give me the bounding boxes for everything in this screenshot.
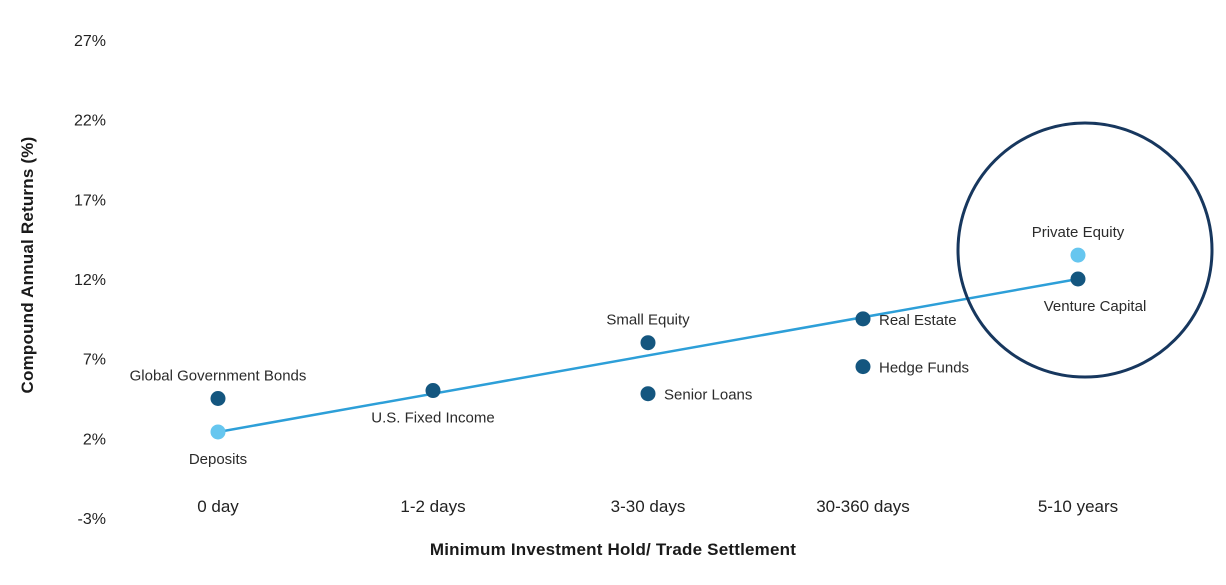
data-point-label: Private Equity	[1032, 224, 1125, 241]
y-axis-title: Compound Annual Returns (%)	[18, 136, 37, 394]
data-point	[1070, 247, 1086, 263]
data-point	[1070, 271, 1086, 287]
y-tick-label: 17%	[74, 192, 106, 209]
data-point	[210, 424, 226, 440]
data-point	[640, 386, 656, 402]
data-point-label: Real Estate	[879, 312, 957, 329]
data-point	[425, 383, 441, 399]
x-tick-label: 30-360 days	[816, 497, 910, 516]
data-point	[210, 391, 226, 406]
x-tick-label: 5-10 years	[1038, 497, 1118, 516]
data-point	[855, 359, 871, 375]
data-point-label: Venture Capital	[1044, 298, 1147, 315]
annotation-circle	[956, 121, 1214, 379]
data-point	[640, 335, 656, 351]
data-point	[855, 311, 871, 327]
data-point-label: Global Government Bonds	[130, 368, 307, 385]
data-point-label: Deposits	[189, 451, 247, 468]
x-axis-title: Minimum Investment Hold/ Trade Settlemen…	[429, 540, 797, 559]
x-tick-label: 1-2 days	[400, 497, 465, 516]
y-tick-label: 2%	[83, 431, 106, 448]
y-tick-label: -3%	[78, 511, 106, 528]
y-tick-label: 22%	[74, 113, 106, 130]
y-tick-label: 7%	[83, 352, 106, 369]
x-tick-label: 3-30 days	[611, 497, 686, 516]
data-point-label: Hedge Funds	[879, 360, 969, 377]
trend-line	[217, 277, 1079, 434]
y-tick-label: 12%	[74, 272, 106, 289]
data-point-label: Small Equity	[606, 312, 690, 329]
x-tick-label: 0 day	[197, 497, 239, 516]
data-point-label: U.S. Fixed Income	[371, 410, 494, 427]
y-tick-label: 27%	[74, 33, 106, 50]
data-point-label: Senior Loans	[664, 387, 752, 404]
